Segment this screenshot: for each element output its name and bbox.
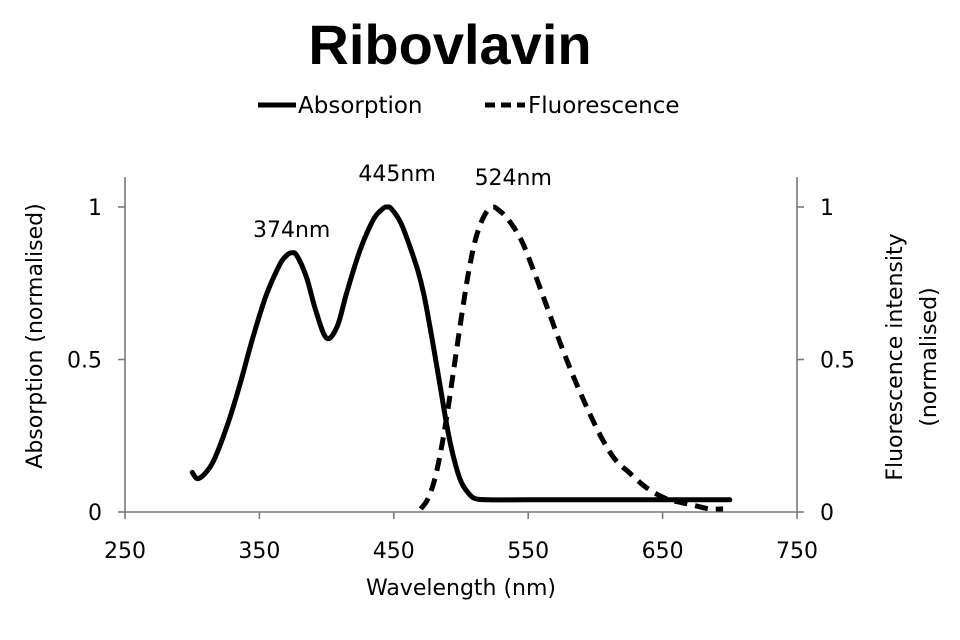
- x-tick-label-550: 550: [507, 539, 549, 564]
- legend: Absorption Fluorescence: [258, 93, 680, 119]
- y-right-tick-label-0: 0: [820, 501, 834, 526]
- y-axis-label-left: Absorption (normalised): [23, 203, 48, 468]
- x-tick-label-650: 650: [642, 539, 684, 564]
- y-axis-label-right-line2: (normalised): [917, 287, 942, 426]
- chart-title: Ribovlavin: [308, 13, 591, 76]
- y-left-tick-label-1: 0.5: [67, 349, 102, 374]
- x-tick-label-350: 350: [238, 539, 280, 564]
- x-tick-label-450: 450: [373, 539, 415, 564]
- legend-label-absorption: Absorption: [298, 93, 423, 119]
- y-left-tick-label-0: 0: [88, 501, 102, 526]
- legend-label-fluorescence: Fluorescence: [528, 93, 680, 119]
- y-right-tick-label-1: 0.5: [820, 349, 855, 374]
- y-left-tick-label-2: 1: [88, 196, 102, 221]
- x-tick-label-250: 250: [104, 539, 146, 564]
- peak-label-374nm: 374nm: [253, 218, 330, 243]
- x-axis-label: Wavelength (nm): [366, 576, 556, 601]
- series-line-absorption: [189, 204, 733, 503]
- peak-label-445nm: 445nm: [358, 162, 435, 187]
- x-tick-label-750: 750: [776, 539, 818, 564]
- y-right-tick-label-2: 1: [820, 196, 834, 221]
- y-axis-label-right-line1: Fluorescence intensity: [883, 233, 908, 480]
- series-line-fluorescence: [418, 204, 724, 512]
- peak-label-524nm: 524nm: [475, 166, 552, 191]
